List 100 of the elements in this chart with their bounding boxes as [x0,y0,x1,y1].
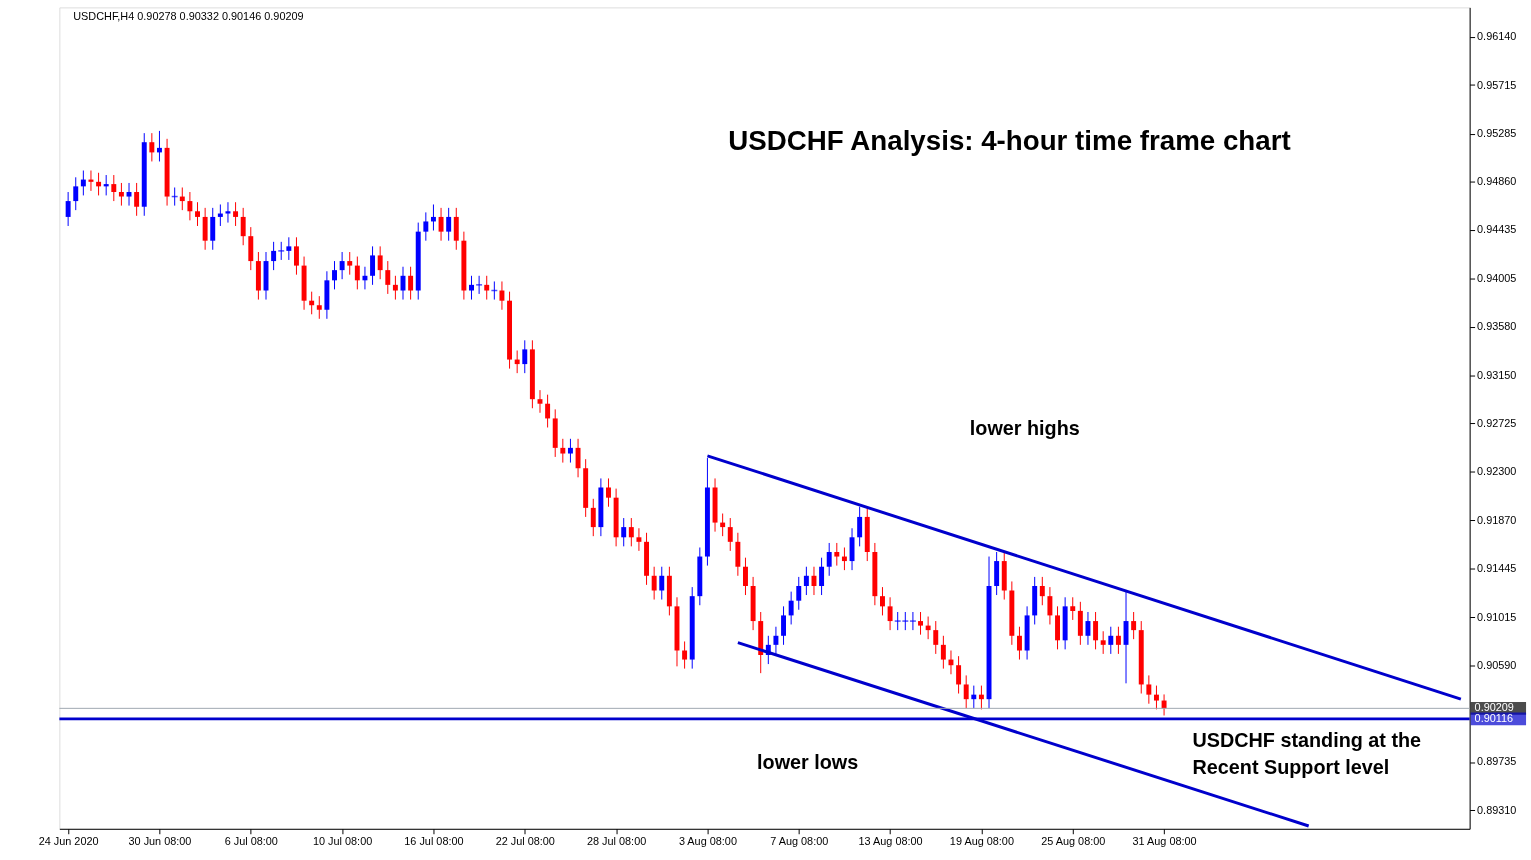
candlestick [134,182,140,217]
annotation: USDCHF standing at the Recent Support level [1192,728,1422,779]
y-tick-label: 0.94005 [1477,272,1517,285]
y-tick-label: 0.91015 [1477,610,1517,623]
candlestick [126,182,132,207]
candlestick [956,655,962,695]
y-tick-label: 0.92300 [1477,465,1517,478]
candlestick [233,201,239,227]
x-tick-label: 6 Jul 08:00 [224,835,278,848]
x-tick-label: 22 Jul 08:00 [495,835,555,848]
x-tick-label: 28 Jul 08:00 [586,835,647,848]
candlestick [796,576,802,611]
candlestick [1039,576,1045,606]
candlestick [316,295,322,320]
candlestick [156,130,162,162]
candlestick [819,557,825,596]
candlestick [484,275,490,301]
candlestick [537,389,543,414]
y-tick-label: 0.92725 [1477,416,1517,429]
candlestick [187,191,193,221]
candlestick [469,275,474,301]
candlestick [202,207,208,251]
candlestick [96,172,102,196]
candlestick [567,438,573,464]
candlestick [788,591,794,625]
candlestick [111,174,117,202]
candlestick [909,611,916,631]
annotation: USDCHF,H4 0.90278 0.90332 0.90146 0.90209 [73,10,304,23]
candlestick [88,170,94,192]
candlestick [195,201,200,227]
candlestick [857,506,863,547]
candlestick [971,685,977,709]
candlestick [286,236,292,261]
candlestick [940,635,946,670]
candlestick [1100,630,1106,655]
candlestick [1131,611,1137,640]
candlestick [392,275,398,301]
candlestick [1070,596,1076,621]
y-tick-label: 0.96140 [1477,30,1517,43]
candlestick [743,557,748,596]
candlestick [826,542,832,577]
y-tick-label: 0.95715 [1477,78,1517,91]
x-tick-label: 24 Jun 2020 [38,835,99,848]
y-tick-label: 0.94860 [1477,175,1517,188]
annotation: lower lows [757,751,859,774]
x-tick-label: 30 Jun 08:00 [128,835,192,848]
candlestick [560,438,566,464]
candlestick [803,566,809,596]
candlestick [453,207,459,251]
x-tick-label: 31 Aug 08:00 [1132,835,1197,848]
x-tick-label: 3 Aug 08:00 [678,835,737,848]
candlestick [1085,611,1091,646]
candlestick [423,211,429,242]
candlestick [339,251,345,280]
y-tick-label: 0.93150 [1477,368,1517,381]
candlestick [370,245,376,286]
candlestick [545,394,551,428]
candlestick [309,291,315,315]
candlestick [887,596,893,631]
candlestick [1108,626,1114,655]
candlestick [347,251,353,276]
candlestick [575,438,581,478]
candlestick [773,626,779,655]
candlestick [476,275,483,295]
candlestick [781,605,787,646]
candlestick [522,339,528,374]
x-tick-label: 16 Jul 08:00 [404,835,464,848]
y-tick-label: 0.91870 [1477,513,1517,526]
y-tick-label: 0.89310 [1477,803,1517,816]
candlestick [293,236,299,276]
ref-line-label: 0.90116 [1474,711,1514,724]
candlestick [1153,685,1159,710]
x-tick-label: 25 Aug 08:00 [1041,835,1106,848]
candlestick [682,640,688,670]
candlestick [430,203,436,232]
candlestick [621,517,627,547]
candlestick [925,616,931,640]
y-tick-label: 0.91445 [1477,561,1517,574]
candlestick [841,546,847,571]
candlestick [210,207,216,251]
candlestick [628,517,634,547]
candlestick [65,191,71,227]
candlestick [446,207,452,242]
candlestick [377,245,383,280]
candlestick [1016,626,1022,661]
candlestick [606,477,611,508]
candlestick [385,260,391,295]
candlestick [514,350,520,374]
candlestick [636,527,642,552]
y-tick-label: 0.94435 [1477,223,1517,236]
y-tick-label: 0.90590 [1477,658,1517,671]
candlestick [834,542,840,567]
candlestick [499,280,505,311]
candlestick [149,132,155,162]
y-tick-label: 0.95285 [1477,127,1517,140]
candlestick [271,241,277,271]
candlestick [880,586,885,616]
ref-line-label: 0.90209 [1474,701,1514,714]
candlestick [332,260,337,290]
candlestick [438,207,444,242]
